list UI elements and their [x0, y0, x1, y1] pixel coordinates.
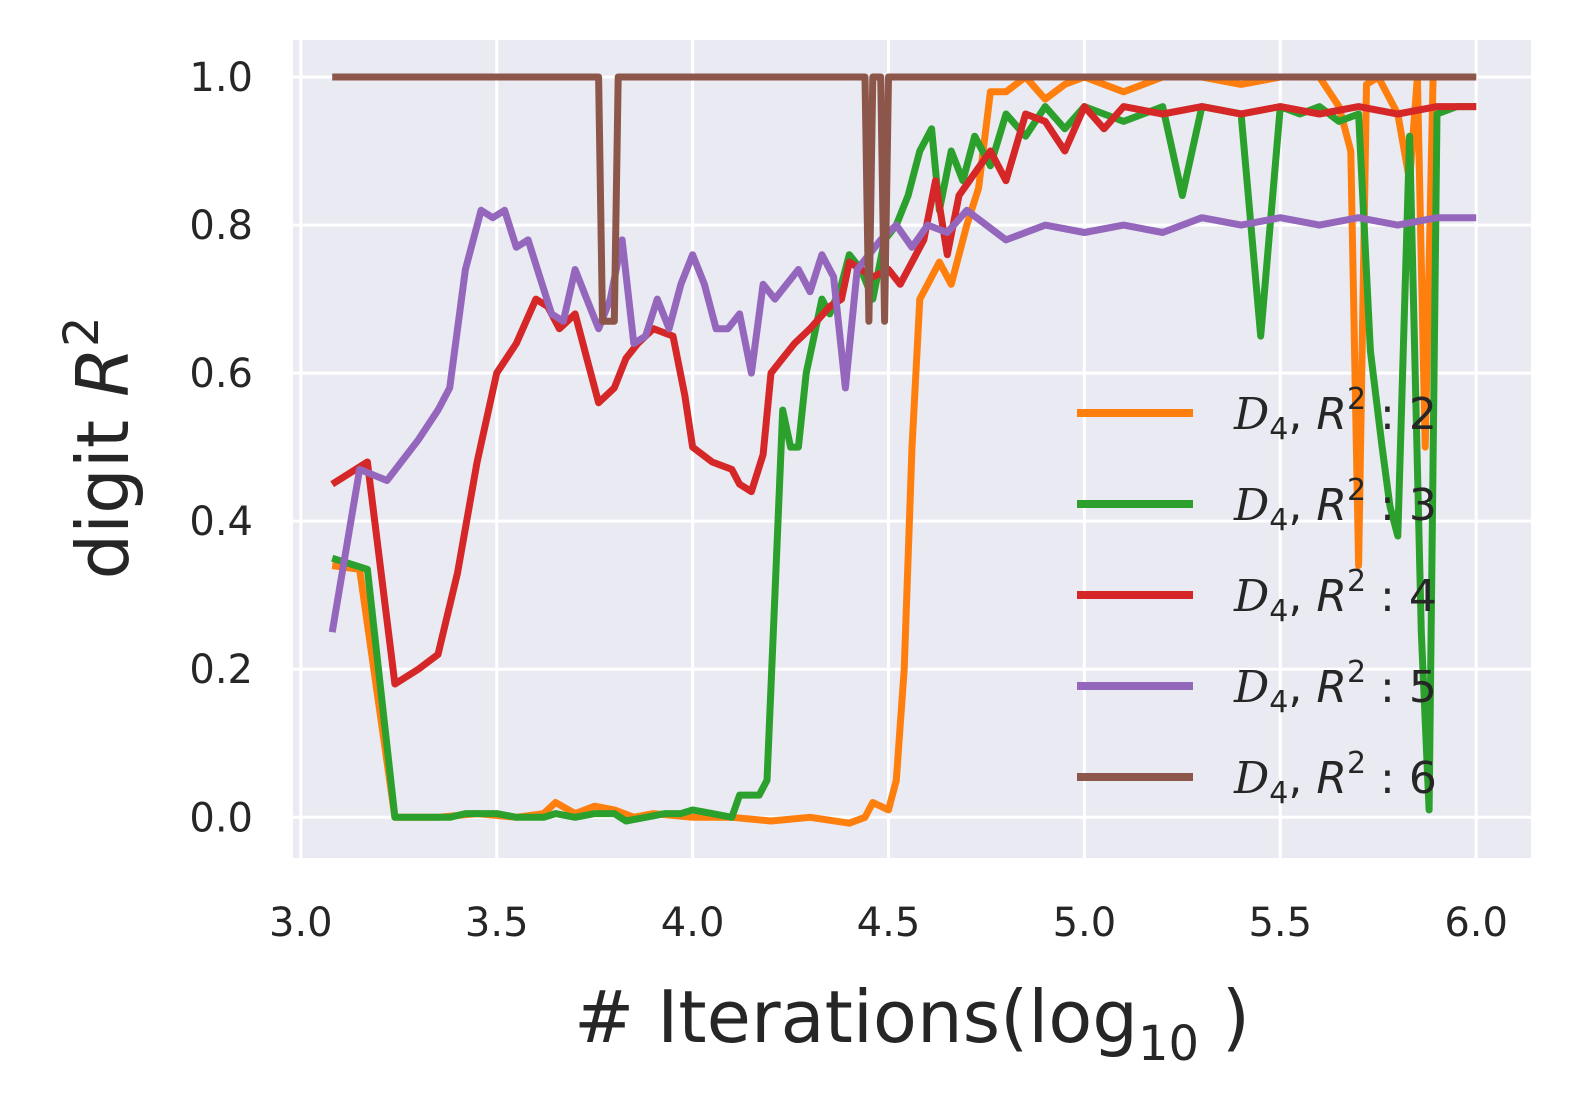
x-axis-label-subscript: 10 [1138, 1016, 1199, 1072]
x-tick-labels: 3.0 3.5 4.0 4.5 5.0 5.5 6.0 [269, 900, 1508, 946]
y-tick-labels: 0.0 0.2 0.4 0.6 0.8 1.0 [189, 55, 253, 841]
x-tick-label: 3.0 [269, 900, 333, 946]
y-tick-label: 0.0 [189, 795, 253, 841]
series-line-1 [331, 73, 1477, 827]
series-line-5 [332, 73, 1477, 325]
x-tick-label: 5.0 [1053, 900, 1117, 946]
y-axis-label-superscript: 2 [54, 316, 110, 347]
y-tick-label: 0.4 [189, 499, 253, 545]
legend-label-1: D4, R2 : 2 [1233, 382, 1437, 447]
x-tick-label: 6.0 [1444, 900, 1508, 946]
series-lines [328, 73, 1477, 827]
x-tick-label: 4.0 [661, 900, 725, 946]
x-tick-label: 5.5 [1248, 900, 1312, 946]
x-tick-label: 3.5 [465, 900, 529, 946]
legend-label-2: D4, R2 : 3 [1233, 473, 1437, 538]
y-axis-label-var: R [61, 347, 145, 397]
x-axis-label-close: ) [1199, 975, 1250, 1059]
y-tick-label: 0.2 [189, 647, 253, 693]
series-line-4 [328, 206, 1477, 633]
y-tick-label: 1.0 [189, 55, 253, 101]
y-tick-label: 0.6 [189, 351, 253, 397]
legend-label-4: D4, R2 : 5 [1233, 655, 1437, 720]
x-axis-label: # Iterations(log10 ) [574, 975, 1250, 1072]
series-line-2 [331, 103, 1477, 825]
legend-label-3: D4, R2 : 4 [1233, 564, 1437, 629]
legend: D4, R2 : 2 D4, R2 : 3 D4, R2 : 4 D4, R2 : 5… [1077, 382, 1437, 811]
legend-label-5: D4, R2 : 6 [1233, 746, 1437, 811]
x-tick-label: 4.5 [857, 900, 921, 946]
y-axis-label: digit R2 [54, 316, 145, 579]
y-tick-label: 0.8 [189, 203, 253, 249]
